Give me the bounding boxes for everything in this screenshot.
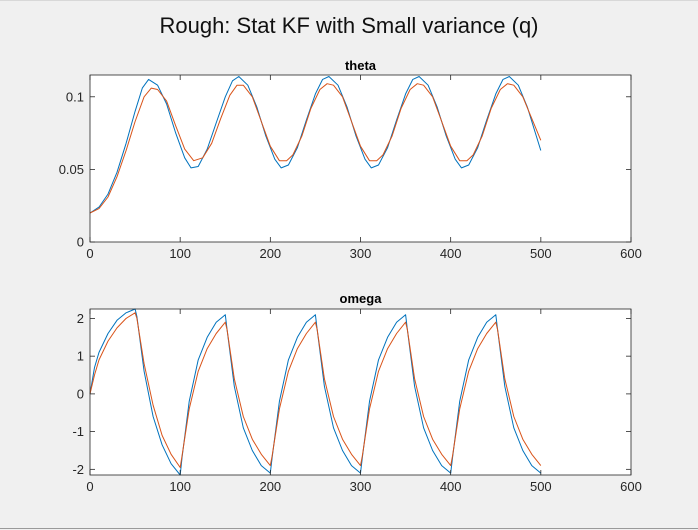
theta-ytick-label: 0.05: [59, 162, 84, 177]
axes-omega-lines: [89, 308, 542, 476]
axes-omega-title: omega: [340, 291, 383, 306]
theta-series-true-line: [89, 76, 542, 214]
omega-xtick-label: 100: [169, 479, 191, 494]
omega-xtick-label: 0: [86, 479, 93, 494]
axes-omega-ticks: 0 100 200 300 400 500 600 -2 -1 0 1 2: [72, 309, 642, 494]
theta-ytick-label: 0.1: [66, 89, 84, 104]
theta-xtick-label: 500: [530, 246, 552, 261]
figure-title: Rough: Stat KF with Small variance (q): [159, 13, 539, 38]
theta-xtick-label: 400: [440, 246, 462, 261]
omega-xtick-label: 500: [530, 479, 552, 494]
omega-series-estimate-line: [89, 312, 542, 468]
axes-theta-title: theta: [345, 58, 377, 73]
theta-xtick-label: 100: [169, 246, 191, 261]
axes-omega-background: [90, 309, 631, 475]
omega-series-true-line: [89, 308, 542, 476]
theta-xtick-label: 0: [86, 246, 93, 261]
omega-ytick-label: 0: [77, 386, 84, 401]
omega-xtick-label: 300: [350, 479, 372, 494]
theta-ytick-label: 0: [77, 235, 84, 250]
axes-theta-background: [90, 75, 631, 242]
omega-xtick-label: 600: [620, 479, 642, 494]
omega-ytick-label: 1: [77, 349, 84, 364]
omega-ytick-label: -2: [72, 462, 84, 477]
omega-xtick-label: 200: [259, 479, 281, 494]
theta-xtick-label: 600: [620, 246, 642, 261]
theta-xtick-label: 300: [350, 246, 372, 261]
omega-xtick-label: 400: [440, 479, 462, 494]
omega-ytick-label: 2: [77, 311, 84, 326]
axes-theta-ticks: 0 100 200 300 400 500 600 0 0.05 0.1: [59, 75, 642, 261]
theta-xtick-label: 200: [259, 246, 281, 261]
axes-theta-lines: [89, 76, 542, 214]
theta-series-estimate-line: [89, 83, 542, 214]
omega-ytick-label: -1: [72, 424, 84, 439]
axes-theta: 0 100 200 300 400 500 600 0 0.05 0.1 theta: [59, 58, 642, 261]
axes-omega: 0 100 200 300 400 500 600 -2 -1 0 1 2 omega: [72, 291, 641, 494]
